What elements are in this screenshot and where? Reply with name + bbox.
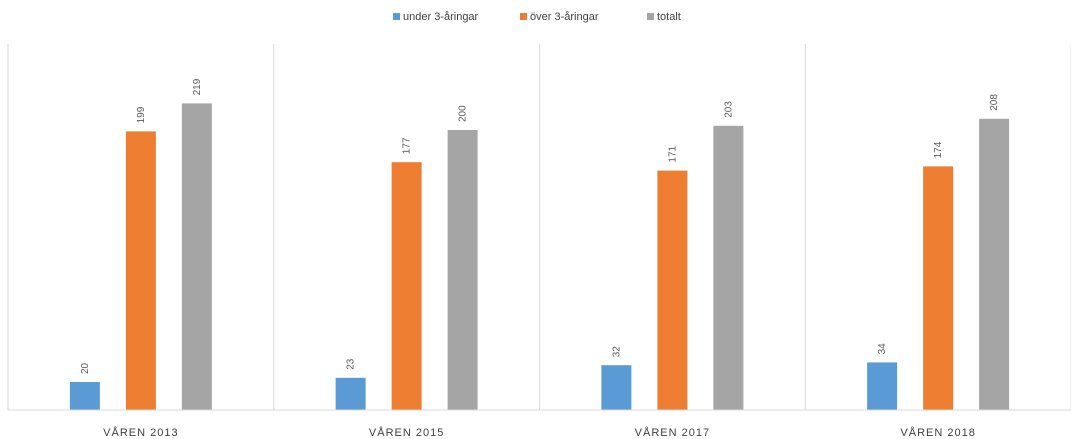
- data-label-1-2: 171: [667, 145, 678, 162]
- bar-0-0: [69, 382, 100, 410]
- legend-label-0: under 3-åringar: [403, 11, 479, 23]
- legend-label-2: totalt: [657, 11, 681, 23]
- data-label-2-3: 208: [989, 94, 1000, 111]
- legend-swatch-1: [520, 13, 527, 20]
- bar-1-2: [657, 170, 688, 410]
- bar-1-1: [391, 162, 422, 410]
- category-label-1: VÅREN 2015: [369, 426, 444, 439]
- data-label-1-1: 177: [402, 137, 413, 154]
- data-label-1-0: 199: [136, 106, 147, 123]
- bar-2-0: [181, 103, 212, 411]
- legend-swatch-2: [647, 13, 654, 20]
- bar-2-2: [713, 125, 744, 411]
- legend-swatch-0: [393, 13, 400, 20]
- data-label-2-1: 200: [458, 105, 469, 122]
- data-label-0-3: 34: [877, 343, 888, 355]
- category-label-3: VÅREN 2018: [900, 426, 975, 439]
- category-label-2: VÅREN 2017: [635, 426, 710, 439]
- data-labels-group: 20 199 219 23 177 200 32 171 203 34 174 208: [80, 78, 1000, 374]
- category-separators: [7, 44, 1071, 410]
- data-label-2-0: 219: [192, 78, 203, 95]
- category-label-0: VÅREN 2013: [103, 426, 178, 439]
- data-label-2-2: 203: [723, 101, 734, 118]
- bar-0-2: [601, 365, 632, 410]
- bar-2-1: [447, 130, 478, 410]
- bar-0-3: [867, 362, 898, 410]
- data-label-0-1: 23: [346, 358, 357, 370]
- data-label-0-0: 20: [80, 362, 91, 374]
- x-axis-category-labels: VÅREN 2013 VÅREN 2015 VÅREN 2017 VÅREN 2018: [103, 426, 975, 439]
- bar-1-0: [125, 131, 156, 410]
- legend-label-1: över 3-åringar: [530, 11, 599, 23]
- bar-series-group: [69, 103, 1010, 411]
- chart-legend: under 3-åringar över 3-åringar totalt: [393, 11, 681, 23]
- bar-2-3: [979, 118, 1010, 411]
- bar-1-3: [923, 166, 954, 410]
- data-label-1-3: 174: [933, 141, 944, 158]
- bar-0-1: [335, 377, 366, 410]
- data-label-0-2: 32: [611, 346, 622, 358]
